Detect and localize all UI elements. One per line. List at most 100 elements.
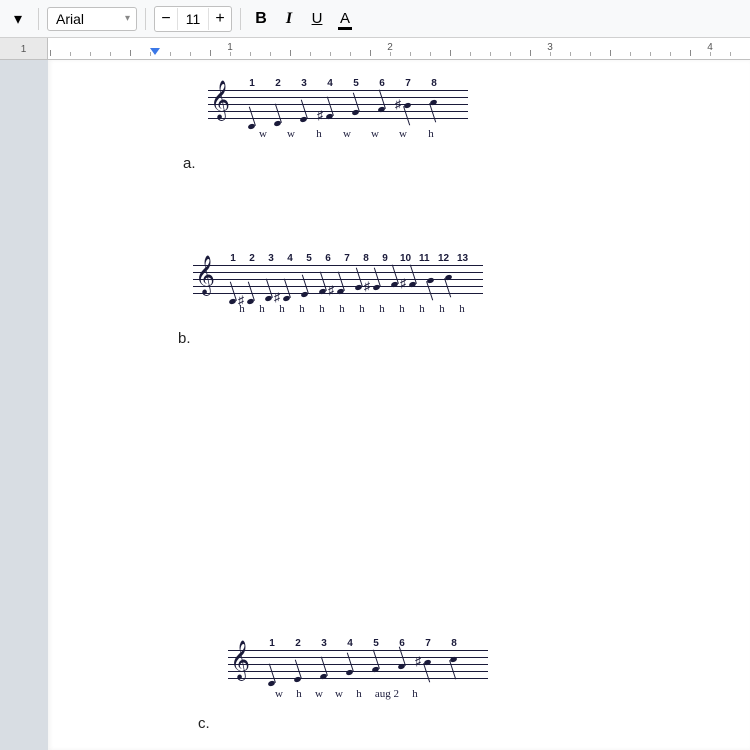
- indent-marker-icon[interactable]: [150, 48, 160, 55]
- note: [351, 109, 359, 116]
- scale-degree: 7: [424, 638, 432, 649]
- note: [282, 295, 290, 302]
- interval-label: h: [297, 303, 307, 315]
- scale-degree: 8: [430, 78, 438, 89]
- note: [345, 669, 353, 676]
- sharp-icon: ♯: [317, 108, 323, 122]
- interval-labels: hhhhhhhhhhhh: [237, 303, 467, 315]
- scale-degree: 5: [352, 78, 360, 89]
- toolbar: ▾ Arial − 11 + B I U A: [0, 0, 750, 38]
- interval-label: h: [377, 303, 387, 315]
- note: [293, 676, 301, 683]
- sharp-icon: ♯: [395, 97, 401, 111]
- note: [228, 298, 236, 305]
- scale-degree: 2: [274, 78, 282, 89]
- interval-label: h: [397, 303, 407, 315]
- sharp-icon: ♯: [274, 290, 280, 304]
- interval-label: h: [257, 303, 267, 315]
- interval-label: w: [342, 128, 352, 140]
- interval-labels: wwhwwwh: [258, 128, 436, 140]
- increase-font-button[interactable]: +: [209, 7, 231, 31]
- bold-button[interactable]: B: [249, 6, 273, 32]
- interval-label: h: [357, 303, 367, 315]
- interval-label: h: [337, 303, 347, 315]
- scale-degree: 8: [362, 253, 370, 264]
- note: [264, 295, 272, 302]
- decrease-font-button[interactable]: −: [155, 7, 177, 31]
- interval-label: h: [277, 303, 287, 315]
- music-staff-c: 12345678 𝄞 ♯ whwwhaug 2h: [228, 640, 488, 670]
- music-staff-b: 12345678910111213 𝄞 ♯♯♯♯♯ hhhhhhhhhhhh: [193, 255, 483, 285]
- scale-degree-numbers: 12345678: [248, 78, 438, 89]
- interval-label: h: [294, 688, 304, 700]
- note: [397, 663, 405, 670]
- font-size-input[interactable]: 11: [177, 8, 209, 30]
- font-name: Arial: [56, 11, 84, 27]
- interval-label: h: [417, 303, 427, 315]
- text-color-button[interactable]: A: [333, 6, 357, 32]
- interval-label: aug 2: [374, 688, 400, 700]
- treble-clef-icon: 𝄞: [210, 84, 230, 118]
- scale-degree: 4: [326, 78, 334, 89]
- scale-degree: 8: [450, 638, 458, 649]
- underline-button[interactable]: U: [305, 6, 329, 32]
- chevron-down-icon: ▾: [14, 9, 22, 29]
- sharp-icon: ♯: [415, 654, 421, 668]
- toolbar-separator: [145, 8, 146, 30]
- staff-lines: 𝄞 ♯♯♯♯♯: [193, 265, 483, 295]
- interval-label: w: [274, 688, 284, 700]
- toolbar-separator: [240, 8, 241, 30]
- scale-degree: 11: [419, 253, 427, 264]
- scale-degree: 1: [229, 253, 237, 264]
- interval-label: w: [398, 128, 408, 140]
- sharp-icon: ♯: [400, 276, 406, 290]
- staff-lines: 𝄞 ♯♯: [208, 90, 468, 120]
- text-color-icon: A: [340, 10, 350, 27]
- scale-degree: 10: [400, 253, 408, 264]
- note: [300, 291, 308, 298]
- interval-labels: whwwhaug 2h: [274, 688, 420, 700]
- scale-degree: 5: [305, 253, 313, 264]
- color-swatch: [338, 27, 352, 30]
- sharp-icon: ♯: [328, 283, 334, 297]
- menu-dropdown[interactable]: ▾: [6, 6, 30, 32]
- scale-degree: 4: [286, 253, 294, 264]
- interval-label: w: [314, 688, 324, 700]
- staff-lines: 𝄞 ♯: [228, 650, 488, 680]
- interval-label: h: [457, 303, 467, 315]
- interval-label: h: [426, 128, 436, 140]
- font-family-select[interactable]: Arial: [47, 7, 137, 31]
- note: [403, 102, 411, 109]
- interval-label: w: [286, 128, 296, 140]
- scale-degree-numbers: 12345678910111213: [229, 253, 465, 264]
- horizontal-ruler[interactable]: 1 1234: [0, 38, 750, 60]
- note: [354, 284, 362, 291]
- exercise-label-c: c.: [198, 715, 210, 732]
- interval-label: w: [258, 128, 268, 140]
- interval-label: w: [334, 688, 344, 700]
- note: [426, 277, 434, 284]
- exercise-label-b: b.: [178, 330, 191, 347]
- scale-degree: 3: [300, 78, 308, 89]
- interval-label: h: [317, 303, 327, 315]
- interval-label: h: [237, 303, 247, 315]
- scale-degree: 6: [324, 253, 332, 264]
- interval-label: w: [370, 128, 380, 140]
- treble-clef-icon: 𝄞: [195, 259, 215, 293]
- exercise-label-a: a.: [183, 155, 196, 172]
- interval-label: h: [437, 303, 447, 315]
- scale-degree-numbers: 12345678: [268, 638, 458, 649]
- font-size-group: − 11 +: [154, 6, 232, 32]
- toolbar-separator: [38, 8, 39, 30]
- note: [273, 120, 281, 127]
- note: [299, 116, 307, 123]
- ruler-track: 1234: [0, 38, 750, 59]
- note: [267, 680, 275, 687]
- scale-degree: 9: [381, 253, 389, 264]
- scale-degree: 5: [372, 638, 380, 649]
- italic-button[interactable]: I: [277, 6, 301, 32]
- note: [372, 284, 380, 291]
- sharp-icon: ♯: [364, 279, 370, 293]
- scale-degree: 4: [346, 638, 354, 649]
- scale-degree: 3: [267, 253, 275, 264]
